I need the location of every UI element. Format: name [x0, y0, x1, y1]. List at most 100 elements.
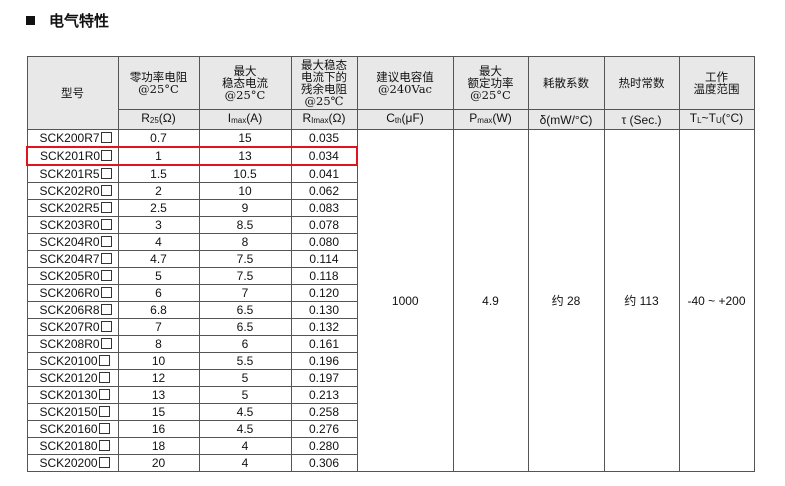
column-header: 最大稳态 电流下的 残余电阻 @25℃ — [290, 56, 358, 110]
value-cell: 2 — [117, 182, 200, 200]
table-row: SCK202R5 2.5 9 0.083 — [26, 199, 754, 217]
value-cell: 12 — [117, 369, 200, 387]
table-row: SCK201R0 1 13 0.034 — [26, 146, 754, 166]
value-cell: 0.034 — [290, 146, 358, 166]
checkbox-placeholder-icon — [100, 219, 112, 230]
checkbox-placeholder-icon — [100, 321, 112, 332]
model-cell: SCK20200 — [26, 454, 119, 472]
value-cell: 10 — [198, 182, 292, 200]
shared-time-constant-cell: 约 113 — [603, 129, 680, 472]
checkbox-placeholder-icon — [100, 253, 112, 264]
checkbox-placeholder-icon — [100, 338, 112, 349]
model-cell: SCK208R0 — [26, 335, 119, 353]
column-header: 热时常数 — [603, 56, 680, 110]
unit-header: δ(mW/°C) — [527, 109, 605, 130]
value-cell: 5 — [117, 267, 200, 285]
value-cell: 5.5 — [198, 352, 292, 370]
value-cell: 3 — [117, 216, 200, 234]
model-cell: SCK20100 — [26, 352, 119, 370]
column-header: 零功率电阻 @25°C — [117, 56, 200, 110]
value-cell: 7 — [198, 284, 292, 302]
table-row: SCK20150 15 4.5 0.258 — [26, 403, 754, 421]
unit-header: TL~TU(°C) — [678, 109, 755, 130]
value-cell: 6.5 — [198, 301, 292, 319]
checkbox-placeholder-icon — [100, 304, 112, 315]
value-cell: 0.130 — [290, 301, 358, 319]
column-header: 建议电容值 @240Vac — [356, 56, 454, 110]
value-cell: 6 — [198, 335, 292, 353]
column-header: 工作 温度范围 — [678, 56, 755, 110]
value-cell: 0.196 — [290, 352, 358, 370]
shared-temp-range-cell: -40 ~ +200 — [678, 129, 755, 472]
shared-capacitance-cell: 1000 — [356, 129, 454, 472]
table-row: SCK202R0 2 10 0.062 — [26, 182, 754, 200]
model-cell: SCK204R7 — [26, 250, 119, 268]
unit-header: τ (Sec.) — [603, 109, 680, 130]
model-cell: SCK20130 — [26, 386, 119, 404]
model-cell: SCK20150 — [26, 403, 119, 421]
shared-dissipation-cell: 约 28 — [527, 129, 605, 472]
column-header: 型号 — [26, 56, 119, 130]
checkbox-placeholder-icon — [98, 440, 110, 451]
value-cell: 0.213 — [290, 386, 358, 404]
column-header: 最大 额定功率 @25°C — [452, 56, 529, 110]
value-cell: 6.8 — [117, 301, 200, 319]
model-cell: SCK201R5 — [26, 164, 119, 183]
value-cell: 5 — [198, 386, 292, 404]
checkbox-placeholder-icon — [100, 132, 112, 143]
shared-power-cell: 4.9 — [452, 129, 529, 472]
checkbox-placeholder-icon — [100, 287, 112, 298]
model-cell: SCK205R0 — [26, 267, 119, 285]
value-cell: 0.197 — [290, 369, 358, 387]
model-cell: SCK206R0 — [26, 284, 119, 302]
value-cell: 0.161 — [290, 335, 358, 353]
table-row: SCK20160 16 4.5 0.276 — [26, 420, 754, 438]
table-row: SCK207R0 7 6.5 0.132 — [26, 318, 754, 336]
checkbox-placeholder-icon — [98, 457, 110, 468]
value-cell: 10 — [117, 352, 200, 370]
value-cell: 0.114 — [290, 250, 358, 268]
value-cell: 13 — [198, 146, 292, 166]
checkbox-placeholder-icon — [98, 389, 110, 400]
value-cell: 0.078 — [290, 216, 358, 234]
value-cell: 0.041 — [290, 164, 358, 183]
unit-header: Cth(μF) — [356, 109, 454, 130]
model-cell: SCK207R0 — [26, 318, 119, 336]
checkbox-placeholder-icon — [100, 236, 112, 247]
value-cell: 4.5 — [198, 420, 292, 438]
value-cell: 4 — [198, 454, 292, 472]
table-row: SCK206R0 6 7 0.120 — [26, 284, 754, 302]
model-cell: SCK200R7 — [26, 129, 119, 148]
column-header: 最大 稳态电流 @25°C — [198, 56, 292, 110]
value-cell: 0.120 — [290, 284, 358, 302]
model-cell: SCK202R5 — [26, 199, 119, 217]
model-cell: SCK201R0 — [26, 146, 119, 166]
checkbox-placeholder-icon — [101, 150, 113, 161]
electrical-characteristics-table: 型号 零功率电阻 @25°C 最大 稳态电流 @25°C 最大稳态 电流下的 残余电阻 @25℃ 建… — [26, 56, 755, 472]
bullet-square-icon — [26, 16, 35, 25]
value-cell: 0.035 — [290, 129, 358, 148]
value-cell: 8 — [117, 335, 200, 353]
value-cell: 6.5 — [198, 318, 292, 336]
value-cell: 18 — [117, 437, 200, 455]
section-title: 电气特性 — [26, 10, 109, 31]
value-cell: 16 — [117, 420, 200, 438]
model-cell: SCK20120 — [26, 369, 119, 387]
value-cell: 0.083 — [290, 199, 358, 217]
value-cell: 0.132 — [290, 318, 358, 336]
unit-header: Pmax(W) — [452, 109, 529, 130]
value-cell: 13 — [117, 386, 200, 404]
value-cell: 0.062 — [290, 182, 358, 200]
value-cell: 1 — [117, 146, 200, 166]
table-row: SCK204R0 4 8 0.080 — [26, 233, 754, 251]
checkbox-placeholder-icon — [100, 168, 112, 179]
value-cell: 0.306 — [290, 454, 358, 472]
value-cell: 7.5 — [198, 267, 292, 285]
value-cell: 0.276 — [290, 420, 358, 438]
unit-header: RImax(Ω) — [290, 109, 358, 130]
model-cell: SCK206R8 — [26, 301, 119, 319]
table-row: SCK20100 10 5.5 0.196 — [26, 352, 754, 370]
table-row: SCK206R8 6.8 6.5 0.130 — [26, 301, 754, 319]
checkbox-placeholder-icon — [98, 355, 110, 366]
value-cell: 4 — [198, 437, 292, 455]
